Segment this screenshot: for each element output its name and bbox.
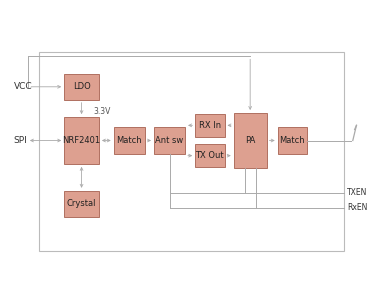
Text: SPI: SPI — [14, 136, 27, 145]
Text: 3.3V: 3.3V — [93, 107, 111, 116]
Bar — [195, 144, 225, 167]
Bar — [64, 117, 99, 164]
Bar — [195, 114, 225, 137]
Text: NRF2401: NRF2401 — [63, 136, 100, 145]
Bar — [39, 52, 344, 251]
Text: VCC: VCC — [14, 82, 32, 91]
Bar — [154, 127, 185, 154]
Text: Crystal: Crystal — [67, 199, 96, 208]
Text: Match: Match — [279, 136, 305, 145]
Bar — [114, 127, 145, 154]
Text: LDO: LDO — [73, 82, 90, 91]
Text: TXEN: TXEN — [347, 188, 368, 197]
Bar — [64, 191, 99, 217]
Text: TX Out: TX Out — [195, 151, 224, 160]
Text: RxEN: RxEN — [347, 203, 368, 212]
Bar — [234, 113, 267, 168]
Text: Ant sw: Ant sw — [155, 136, 184, 145]
Text: Match: Match — [116, 136, 142, 145]
Bar — [278, 127, 307, 154]
Text: PA: PA — [245, 136, 255, 145]
Bar — [64, 74, 99, 100]
Text: RX In: RX In — [199, 121, 221, 130]
